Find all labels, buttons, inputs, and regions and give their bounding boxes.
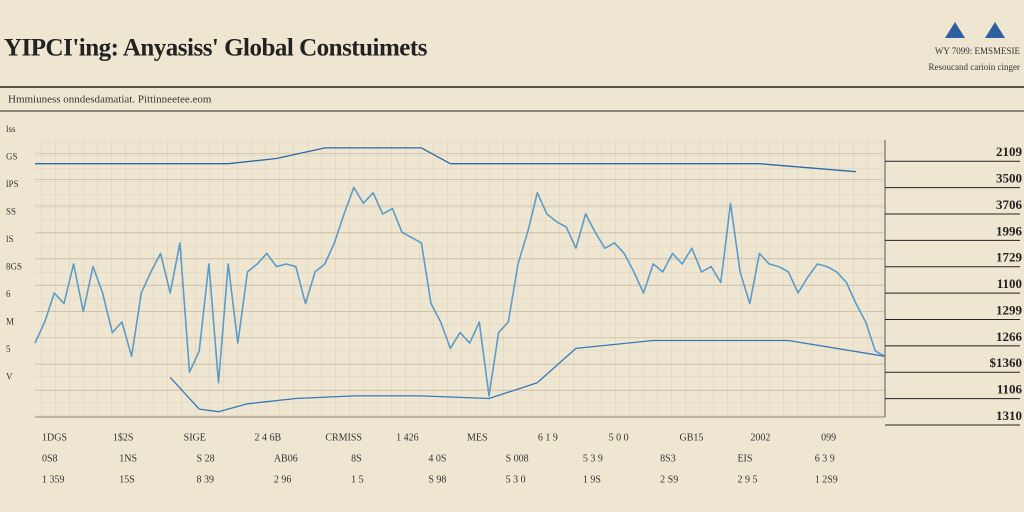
- table-cell: 1DGS: [42, 432, 67, 443]
- table-cell: S 008: [506, 453, 529, 464]
- table-cell: 1 2S9: [815, 474, 838, 485]
- table-cell: 2 9 5: [737, 474, 757, 485]
- y-tick-label: 3706: [996, 197, 1023, 212]
- table-cell: S 98: [428, 474, 446, 485]
- chart-title: YIPCI'ing: Anyasiss' Global Constuimets: [4, 35, 428, 62]
- left-label: GS: [6, 152, 18, 162]
- y-tick-label: 1266: [996, 329, 1023, 344]
- y-tick-label: 1106: [997, 382, 1023, 397]
- y-tick-label: 1100: [997, 276, 1022, 291]
- left-label: M: [6, 317, 14, 327]
- table-cell: 1 5: [351, 474, 364, 485]
- corner-title: WY 7099: EMSMESIE: [935, 46, 1021, 56]
- table-cell: 8S: [351, 453, 362, 464]
- y-tick-label: 1996: [996, 223, 1023, 238]
- left-label: SS: [6, 207, 16, 217]
- y-tick-label: 1299: [996, 302, 1023, 317]
- y-tick-label: 1729: [996, 250, 1023, 265]
- table-cell: 15S: [119, 474, 135, 485]
- table-cell: SIGE: [184, 432, 206, 443]
- table-cell: EIS: [737, 453, 752, 464]
- table-cell: 1 426: [396, 432, 419, 443]
- table-cell: MES: [467, 432, 488, 443]
- table-cell: 6 1 9: [538, 432, 558, 443]
- table-cell: 4 0S: [428, 453, 446, 464]
- y-tick-label: 3500: [996, 171, 1022, 186]
- table-cell: 2 4 6B: [255, 432, 282, 443]
- y-tick-label: 2109: [996, 144, 1023, 159]
- left-label: 5: [6, 344, 11, 354]
- left-label: lPS: [6, 179, 19, 189]
- data-line: [34, 186, 886, 397]
- table-cell: 1 9S: [583, 474, 601, 485]
- table-cell: 1$2S: [113, 432, 134, 443]
- table-cell: CRMISS: [325, 432, 362, 443]
- y-tick-label: $1360: [990, 355, 1023, 370]
- table-cell: S 28: [197, 453, 215, 464]
- plot-grid: [35, 140, 885, 417]
- left-label: lss: [6, 124, 16, 134]
- left-label: 8GS: [6, 262, 22, 272]
- table-cell: 8S3: [660, 453, 676, 464]
- table-cell: 1NS: [119, 453, 137, 464]
- table-cell: 5 3 9: [583, 453, 603, 464]
- table-cell: 5 0 0: [609, 432, 629, 443]
- table-cell: 5 3 0: [506, 474, 526, 485]
- table-cell: 2 S9: [660, 474, 678, 485]
- data-line: [35, 147, 857, 173]
- corner-subtitle: Resoucand carioin cinger: [929, 62, 1020, 72]
- table-cell: 1 359: [42, 474, 65, 485]
- left-label: lS: [6, 234, 14, 244]
- table-cell: 6 3 9: [815, 453, 835, 464]
- table-cell: AB06: [274, 453, 298, 464]
- table-cell: 099: [821, 432, 836, 443]
- table-cell: 8 39: [197, 474, 215, 485]
- y-tick-label: 1310: [996, 408, 1022, 423]
- left-label: V: [6, 372, 13, 382]
- data-line: [169, 339, 886, 413]
- table-cell: GB15: [680, 432, 704, 443]
- left-label: 6: [6, 289, 11, 299]
- logo: [945, 22, 1005, 38]
- table-cell: 2 96: [274, 474, 292, 485]
- table-cell: 0S8: [42, 453, 58, 464]
- chart-subtitle: Hmmiuness onndesdamatiat. Pittinneetee.e…: [8, 94, 212, 106]
- table-cell: 2002: [750, 432, 770, 443]
